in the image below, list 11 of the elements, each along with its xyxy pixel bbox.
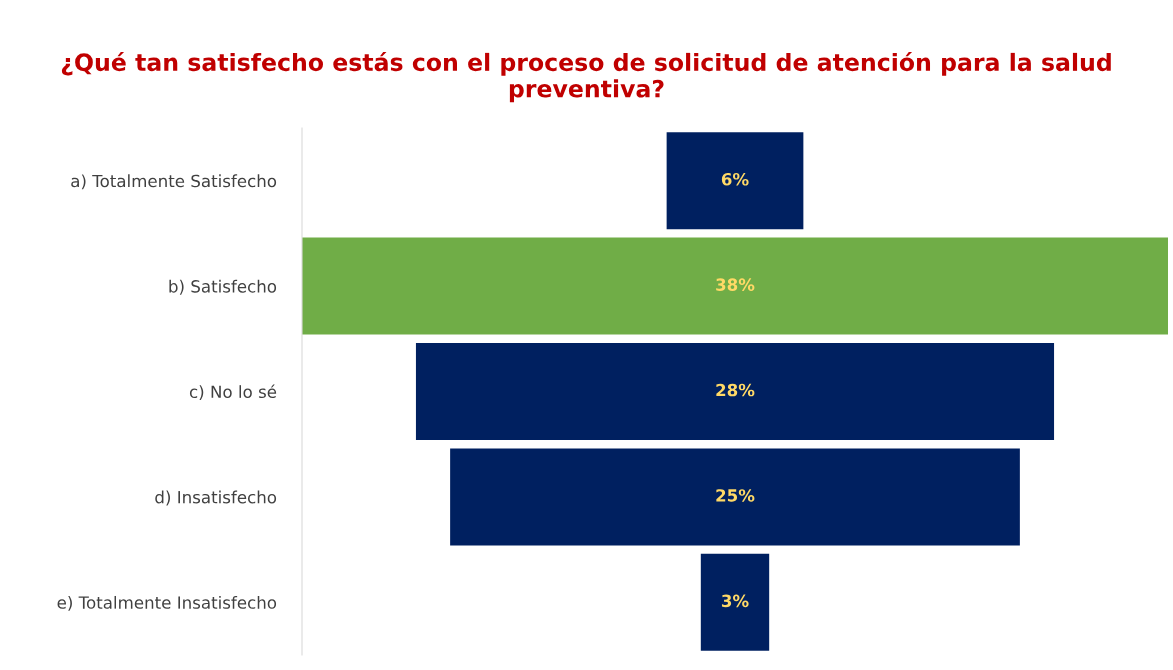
data-label: 38%: [716, 278, 755, 291]
data-label: 3%: [721, 594, 749, 608]
category-label: c) No lo sé: [189, 384, 277, 401]
category-label: d) Insatisfecho: [155, 490, 277, 506]
text: ¿Qué tan satisfecho estás con el proceso de solicitud de atención para la salud preventiva?: [61, 51, 1111, 103]
category-label: b) Satisfecho: [169, 279, 277, 295]
data-label: 6%: [721, 172, 749, 186]
category-label: a) Totalmente Satisfecho: [71, 174, 277, 190]
data-label: 25%: [716, 489, 755, 502]
category-label: e) Totalmente Insatisfecho: [57, 595, 277, 611]
data-label: 28%: [716, 383, 755, 397]
